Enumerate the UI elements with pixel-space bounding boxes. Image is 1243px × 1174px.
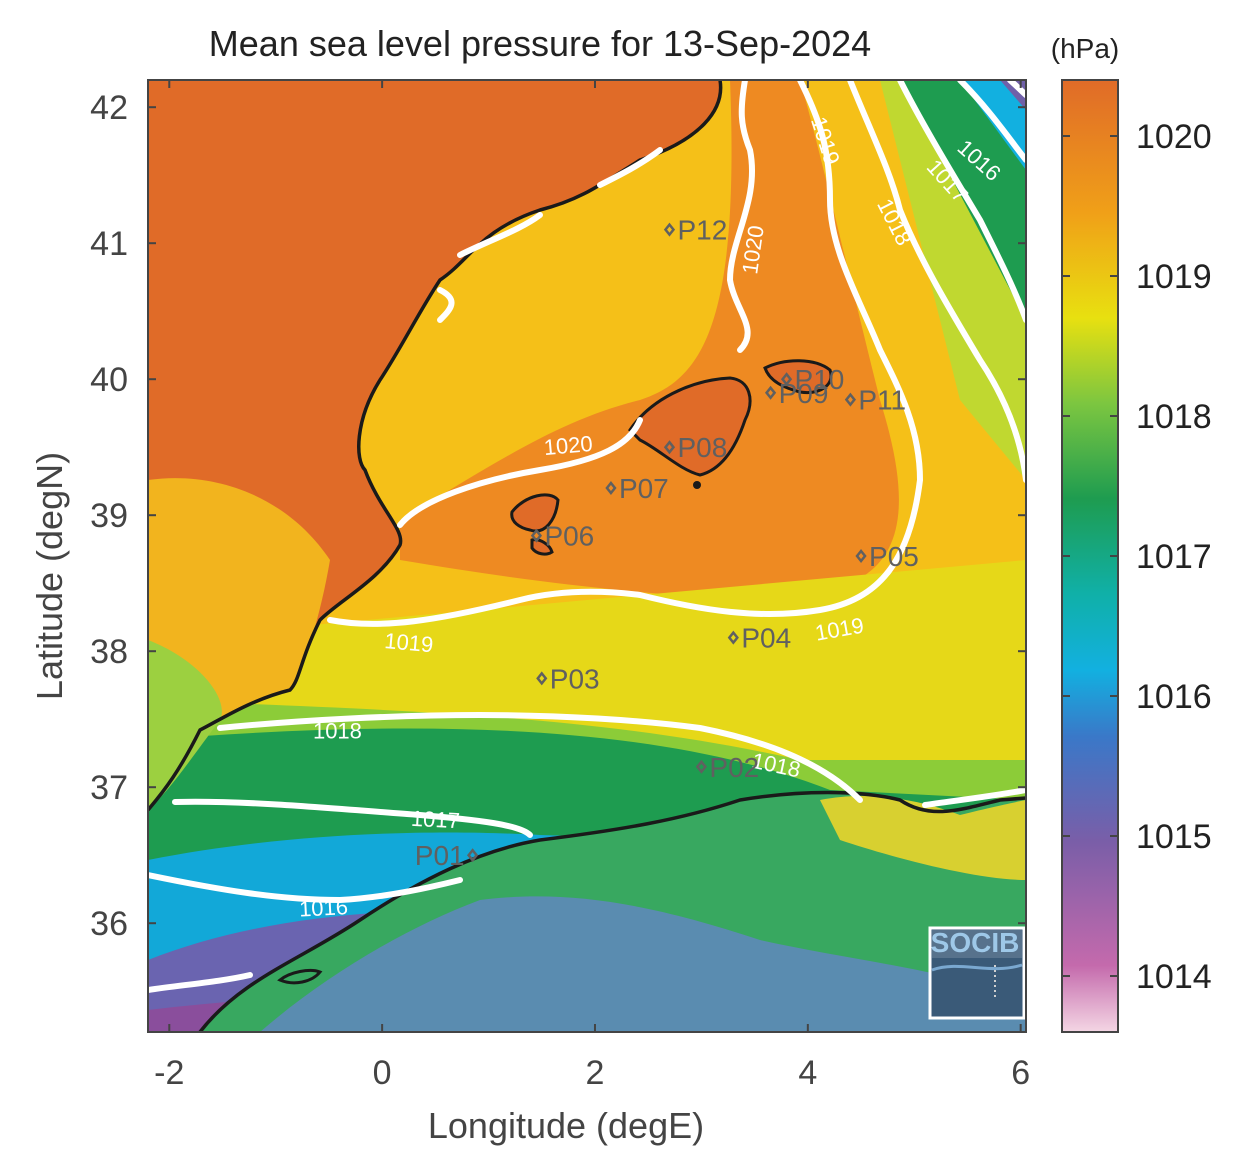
x-tick-label: 4 bbox=[798, 1054, 817, 1092]
point-marker bbox=[605, 480, 617, 496]
point-marker bbox=[844, 392, 857, 407]
colorbar-tick-label: 1017 bbox=[1136, 538, 1212, 576]
x-tick-label: 2 bbox=[586, 1054, 605, 1092]
isobar-label: 1016 bbox=[298, 894, 348, 922]
land-africa-east bbox=[820, 795, 1026, 880]
isobar-label: 1020 bbox=[543, 431, 594, 460]
socib-logo: SOCIB bbox=[928, 926, 1026, 1020]
isobar-1016-north bbox=[957, 80, 1026, 163]
island-menorca bbox=[763, 359, 833, 395]
map-frame bbox=[147, 79, 1027, 1033]
point-marker bbox=[855, 548, 867, 564]
land-africa-interior bbox=[260, 896, 1026, 1032]
point-label: P10 bbox=[795, 364, 845, 395]
isobar-1020-east bbox=[726, 80, 755, 353]
x-axis-label: Longitude (degE) bbox=[428, 1105, 704, 1146]
point-marker bbox=[530, 528, 543, 543]
colorbar: (hPa) 1014 1015 1016 1017 1018 1019 1020 bbox=[1051, 33, 1212, 1033]
coastline-iberia bbox=[148, 80, 723, 812]
isobar-1015-south bbox=[148, 972, 253, 993]
point-marker bbox=[663, 222, 676, 237]
coastline-north-africa bbox=[198, 790, 1026, 1032]
y-tick-label: 38 bbox=[90, 633, 128, 671]
colorbar-gradient bbox=[1061, 79, 1119, 1033]
point-label: P08 bbox=[677, 432, 727, 463]
point-marker bbox=[663, 440, 676, 455]
isobar-1019-north bbox=[327, 80, 924, 627]
point-label: P04 bbox=[741, 623, 791, 654]
island-formentera bbox=[530, 538, 554, 556]
point-label: P03 bbox=[550, 663, 600, 694]
chart-title: Mean sea level pressure for 13-Sep-2024 bbox=[209, 23, 871, 64]
isobar-1015-north bbox=[1007, 80, 1026, 98]
isobar-label: 1017 bbox=[410, 806, 460, 834]
y-tick-label: 37 bbox=[90, 769, 128, 807]
colorbar-tick-label: 1014 bbox=[1136, 958, 1212, 996]
colorbar-ticks: 1014 1015 1016 1017 1018 1019 1020 bbox=[1062, 118, 1212, 996]
y-tick-label: 42 bbox=[90, 89, 128, 127]
colorbar-tick-label: 1020 bbox=[1136, 118, 1212, 156]
isobar-east-coast bbox=[922, 787, 1026, 808]
y-tick-label: 39 bbox=[90, 497, 128, 535]
point-marker bbox=[780, 372, 793, 387]
point-label: P07 bbox=[619, 473, 669, 504]
x-axis: -2 0 2 4 6 bbox=[154, 80, 1030, 1092]
colorbar-tick-label: 1018 bbox=[1136, 398, 1212, 436]
colorbar-units: (hPa) bbox=[1051, 33, 1119, 64]
isobar-1016-south bbox=[148, 872, 463, 904]
x-tick-label: 6 bbox=[1011, 1054, 1030, 1092]
isobars bbox=[148, 80, 1026, 993]
band-1016-ne bbox=[960, 80, 1026, 170]
island-ibiza bbox=[510, 493, 560, 533]
y-axis: 36 37 38 39 40 41 42 bbox=[90, 89, 1026, 943]
isobar-1018-south bbox=[217, 711, 863, 803]
point-marker bbox=[764, 385, 777, 400]
point-label: P01 bbox=[415, 840, 465, 871]
isobar-1018-north bbox=[847, 80, 1026, 483]
isobar-label: 1019 bbox=[383, 628, 434, 657]
logo-text: SOCIB bbox=[931, 927, 1020, 958]
isobar-1017-south bbox=[172, 798, 533, 838]
isobar-1020-coast bbox=[437, 147, 663, 323]
point-marker bbox=[727, 630, 739, 645]
y-axis-label: Latitude (degN) bbox=[29, 452, 70, 700]
point-marker bbox=[695, 759, 708, 774]
point-label: P02 bbox=[709, 752, 759, 783]
colorbar-tick-label: 1015 bbox=[1136, 818, 1212, 856]
y-tick-label: 40 bbox=[90, 361, 128, 399]
x-tick-label: 0 bbox=[373, 1054, 392, 1092]
colorbar-tick-label: 1019 bbox=[1136, 258, 1212, 296]
island-alboran-coast bbox=[277, 968, 323, 985]
point-label: P11 bbox=[858, 385, 906, 416]
colorbar-tick-label: 1016 bbox=[1136, 678, 1212, 716]
point-label: P12 bbox=[677, 215, 727, 246]
isobar-1020-west bbox=[397, 417, 643, 528]
point-marker bbox=[466, 848, 479, 863]
y-tick-label: 36 bbox=[90, 905, 128, 943]
y-tick-label: 41 bbox=[90, 225, 128, 263]
point-label: P05 bbox=[869, 541, 919, 572]
point-marker bbox=[536, 671, 548, 686]
isobar-1017-north bbox=[897, 80, 1026, 323]
island-cabrera bbox=[693, 481, 701, 489]
isobar-label: 1018 bbox=[313, 719, 362, 744]
island-mallorca bbox=[628, 376, 752, 477]
x-tick-label: -2 bbox=[154, 1054, 184, 1092]
point-label: P06 bbox=[544, 521, 594, 552]
land-iberia-southwest bbox=[148, 640, 222, 810]
